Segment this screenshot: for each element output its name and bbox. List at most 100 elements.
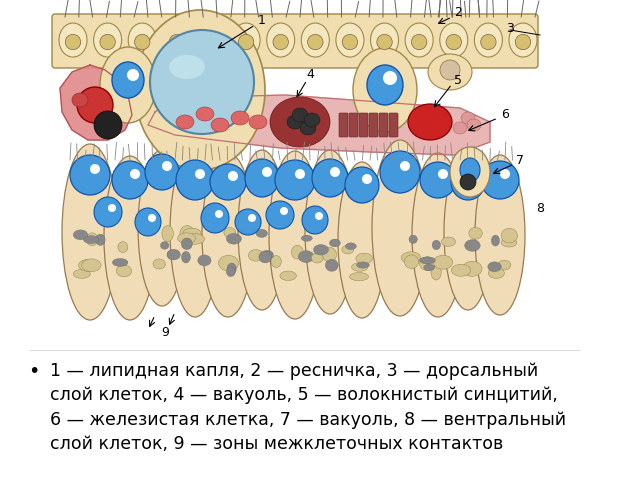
Ellipse shape [380, 151, 420, 193]
Ellipse shape [488, 268, 504, 278]
Ellipse shape [444, 154, 492, 310]
Ellipse shape [372, 140, 428, 316]
FancyBboxPatch shape [52, 14, 538, 68]
Text: 1: 1 [258, 13, 266, 26]
Ellipse shape [180, 226, 195, 241]
FancyBboxPatch shape [389, 113, 398, 137]
Ellipse shape [201, 203, 229, 233]
Ellipse shape [93, 23, 122, 57]
Text: 6: 6 [501, 108, 509, 121]
Ellipse shape [469, 228, 483, 239]
Ellipse shape [153, 259, 166, 269]
Ellipse shape [498, 260, 511, 270]
Ellipse shape [450, 147, 490, 197]
Ellipse shape [323, 247, 337, 262]
Ellipse shape [79, 260, 97, 271]
Ellipse shape [275, 160, 315, 200]
FancyBboxPatch shape [359, 113, 368, 137]
Ellipse shape [451, 164, 485, 200]
Ellipse shape [356, 262, 369, 268]
Ellipse shape [460, 158, 480, 182]
Ellipse shape [228, 171, 238, 181]
Ellipse shape [130, 169, 140, 179]
Ellipse shape [211, 118, 229, 132]
Ellipse shape [256, 229, 268, 238]
Ellipse shape [62, 144, 118, 320]
Ellipse shape [338, 162, 386, 318]
Ellipse shape [100, 35, 115, 50]
Ellipse shape [227, 263, 236, 275]
Ellipse shape [432, 240, 440, 250]
Ellipse shape [196, 107, 214, 121]
FancyBboxPatch shape [379, 113, 388, 137]
Ellipse shape [238, 35, 254, 50]
Ellipse shape [186, 234, 205, 244]
Ellipse shape [135, 208, 161, 236]
Ellipse shape [273, 35, 289, 50]
Ellipse shape [440, 60, 460, 80]
Ellipse shape [301, 235, 312, 241]
Text: 2: 2 [454, 5, 462, 19]
Ellipse shape [311, 253, 323, 263]
Ellipse shape [161, 241, 169, 249]
Ellipse shape [72, 93, 88, 107]
Ellipse shape [138, 150, 186, 306]
Ellipse shape [259, 251, 271, 263]
Ellipse shape [94, 111, 122, 139]
Ellipse shape [227, 266, 235, 276]
Ellipse shape [451, 264, 471, 276]
Ellipse shape [82, 259, 101, 272]
Ellipse shape [412, 153, 464, 317]
Ellipse shape [245, 159, 279, 197]
Ellipse shape [353, 48, 417, 132]
Ellipse shape [162, 226, 173, 241]
Ellipse shape [167, 249, 180, 260]
Ellipse shape [345, 167, 379, 203]
Ellipse shape [453, 122, 467, 134]
Ellipse shape [501, 228, 518, 243]
Ellipse shape [198, 255, 211, 266]
Ellipse shape [475, 155, 525, 315]
Ellipse shape [298, 251, 314, 263]
Ellipse shape [167, 250, 177, 259]
Ellipse shape [446, 35, 461, 50]
Ellipse shape [218, 255, 239, 271]
Ellipse shape [238, 150, 286, 310]
Ellipse shape [210, 164, 246, 200]
Ellipse shape [408, 104, 452, 140]
Ellipse shape [467, 119, 481, 131]
Ellipse shape [108, 204, 116, 212]
Text: •: • [28, 362, 40, 381]
Ellipse shape [148, 214, 156, 222]
Ellipse shape [267, 23, 294, 57]
Ellipse shape [227, 233, 241, 244]
Ellipse shape [431, 264, 441, 280]
Ellipse shape [134, 35, 150, 50]
Ellipse shape [342, 35, 358, 50]
Ellipse shape [287, 115, 303, 129]
Ellipse shape [404, 255, 419, 268]
Ellipse shape [400, 161, 410, 171]
Ellipse shape [420, 162, 456, 198]
Ellipse shape [266, 201, 294, 229]
Ellipse shape [215, 210, 223, 218]
Ellipse shape [198, 23, 225, 57]
Ellipse shape [280, 207, 288, 215]
Ellipse shape [271, 255, 282, 267]
Ellipse shape [77, 87, 113, 123]
Ellipse shape [474, 23, 502, 57]
Ellipse shape [163, 23, 191, 57]
Ellipse shape [135, 10, 265, 170]
Polygon shape [148, 95, 490, 155]
Text: 3: 3 [506, 22, 514, 35]
Ellipse shape [86, 233, 98, 246]
Ellipse shape [291, 245, 303, 259]
Ellipse shape [292, 108, 308, 122]
Ellipse shape [412, 35, 427, 50]
Ellipse shape [95, 234, 105, 245]
Ellipse shape [183, 228, 201, 238]
Ellipse shape [424, 264, 435, 271]
Ellipse shape [145, 154, 179, 190]
Ellipse shape [113, 258, 128, 266]
Ellipse shape [295, 169, 305, 179]
